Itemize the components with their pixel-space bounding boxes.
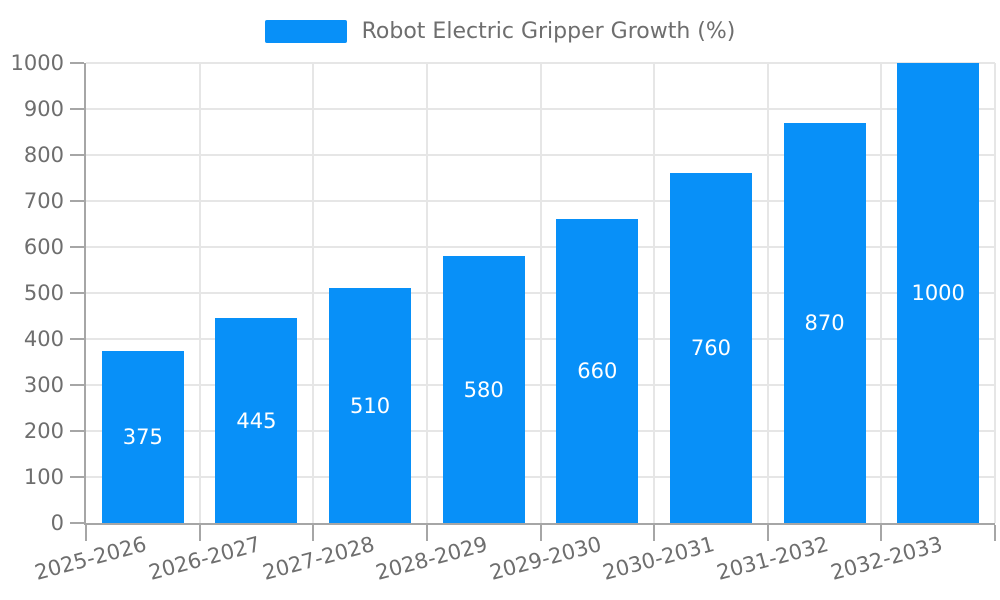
- bar-value-label: 375: [122, 424, 163, 449]
- grid-line-v: [880, 63, 883, 523]
- grid-line-v: [539, 63, 542, 523]
- bar-band: 1000: [881, 63, 995, 523]
- bar-value-label: 660: [577, 359, 618, 384]
- x-axis-tick: [85, 525, 87, 541]
- y-axis-tick: [70, 154, 84, 156]
- grid-line-v: [766, 63, 769, 523]
- y-axis-tick: [70, 384, 84, 386]
- bar-band: 870: [768, 63, 882, 523]
- x-axis-tick: [653, 525, 656, 541]
- bar-value-label: 580: [463, 377, 504, 402]
- y-tick-label: 300: [23, 373, 64, 397]
- x-tick-label: 2026-2027: [146, 531, 263, 585]
- x-axis-tick: [766, 525, 769, 541]
- bar-band: 375: [86, 63, 200, 523]
- x-axis-tick: [312, 525, 315, 541]
- x-tick-label: 2032-2033: [827, 531, 945, 585]
- bar[interactable]: 375: [101, 350, 184, 523]
- legend[interactable]: Robot Electric Gripper Growth (%): [0, 17, 1000, 46]
- y-axis-tick: [70, 338, 84, 340]
- grid-line-v: [425, 63, 428, 523]
- y-axis-tick: [70, 200, 84, 202]
- bar-value-label: 760: [690, 336, 731, 361]
- x-axis-tick: [994, 525, 996, 541]
- y-axis-tick: [70, 430, 84, 432]
- y-tick-label: 100: [23, 465, 64, 489]
- grid-line-v: [198, 63, 201, 523]
- y-tick-label: 400: [23, 327, 64, 351]
- bar[interactable]: 760: [669, 173, 752, 523]
- x-tick-label: 2029-2030: [487, 531, 604, 585]
- bar-value-label: 870: [804, 310, 845, 335]
- bar-value-label: 1000: [911, 281, 965, 305]
- x-tick-label: 2028-2029: [373, 531, 491, 585]
- bar-band: 445: [200, 63, 314, 523]
- y-axis-tick: [70, 522, 84, 524]
- bar-band: 580: [427, 63, 541, 523]
- bar[interactable]: 510: [329, 288, 412, 523]
- grid-line-v: [994, 63, 996, 523]
- x-axis-tick: [880, 525, 883, 541]
- x-axis-tick: [198, 525, 201, 541]
- y-axis-tick: [70, 476, 84, 478]
- legend-label: Robot Electric Gripper Growth (%): [361, 19, 736, 44]
- y-tick-label: 600: [23, 235, 64, 259]
- y-tick-label: 900: [23, 97, 64, 121]
- y-axis-tick: [70, 292, 84, 294]
- bar-value-label: 510: [350, 393, 391, 418]
- x-axis-tick: [539, 525, 542, 541]
- bar-band: 660: [541, 63, 655, 523]
- bar-band: 510: [313, 63, 427, 523]
- y-tick-label: 0: [50, 511, 64, 535]
- x-tick-label: 2025-2026: [32, 531, 150, 585]
- x-axis-tick: [425, 525, 428, 541]
- legend-swatch: [264, 20, 347, 43]
- bar-band: 760: [654, 63, 768, 523]
- y-axis-tick: [70, 62, 84, 64]
- grid-line-v: [653, 63, 656, 523]
- y-axis-tick: [70, 246, 84, 248]
- y-tick-label: 200: [23, 419, 64, 443]
- bar[interactable]: 445: [215, 318, 298, 523]
- bar[interactable]: 660: [556, 219, 639, 523]
- y-tick-label: 1000: [10, 51, 64, 75]
- bar-value-label: 445: [236, 408, 277, 433]
- y-tick-label: 700: [23, 189, 64, 213]
- bar[interactable]: 1000: [897, 63, 980, 523]
- x-tick-label: 2030-2031: [600, 531, 718, 585]
- grid-line-v: [312, 63, 315, 523]
- y-tick-label: 500: [23, 281, 64, 305]
- plot-area: 375 445 510 580 660 760 870 1000: [84, 62, 996, 525]
- x-tick-label: 2027-2028: [259, 531, 377, 585]
- x-tick-label: 2031-2032: [714, 531, 832, 585]
- y-tick-label: 800: [23, 143, 64, 167]
- bar[interactable]: 870: [783, 122, 866, 523]
- bar[interactable]: 580: [442, 256, 525, 523]
- y-axis-tick: [70, 108, 84, 110]
